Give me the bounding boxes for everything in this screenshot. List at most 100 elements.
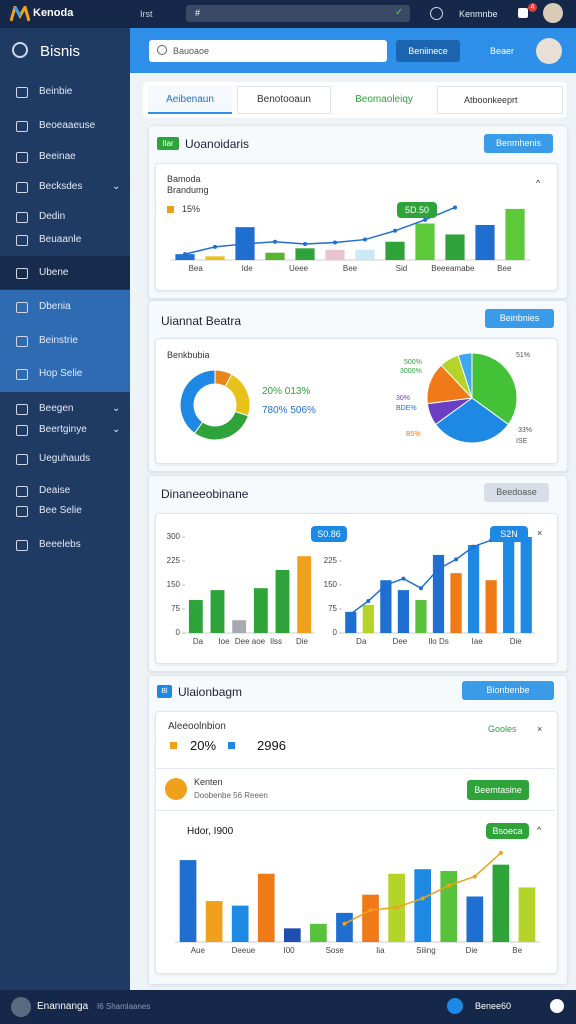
tab[interactable]: Benotooaun [237,86,331,114]
tab[interactable]: Aeibenaun [148,86,232,114]
panel-button[interactable]: Bionbenbe [462,681,554,700]
collapse-icon[interactable]: ^ [536,178,541,188]
avatar[interactable] [543,3,563,23]
sidebar-item[interactable]: Bee Selie [39,505,82,516]
collapse-icon[interactable]: ^ [537,825,542,835]
sidebar-icon [16,302,28,313]
top-search[interactable] [186,5,410,22]
line-point [471,544,476,549]
sidebar-highlight [0,256,130,289]
sidebar-item[interactable]: Becksdes [39,181,83,192]
sidebar-title: Bisnis [40,43,81,60]
bar [485,580,497,633]
sidebar-icon [16,121,28,132]
top-search-text: # [195,8,201,18]
x-tick-label: Iae [472,637,484,646]
close-icon[interactable]: × [537,528,543,538]
bar [325,249,345,260]
sidebar-item[interactable]: Beoeaaeuse [39,120,96,131]
chart-title: Bamoda Brandumg [167,174,209,195]
line-point [363,237,367,242]
line-point [436,567,441,571]
help-icon[interactable] [430,7,443,20]
sidebar-item[interactable]: Deaise [39,485,71,496]
sidebar-icon [16,235,28,246]
pie-label: 51% [516,352,531,359]
sidebar-icon [16,182,28,193]
bar [275,569,290,633]
nav-link[interactable]: Irst [140,9,153,19]
panel-button[interactable]: Beedoase [484,483,549,502]
header-search[interactable] [149,40,387,62]
x-tick-label: Ilss [270,637,282,646]
bar [257,873,275,942]
sidebar-icon [16,152,28,163]
notification-icon[interactable] [518,8,528,18]
sidebar-item[interactable]: Ueguhauds [39,453,91,464]
user-name[interactable]: Kenmnbe [459,9,498,19]
x-tick-label: Dee aoe [235,637,266,646]
line-point [303,241,307,246]
sidebar-item[interactable]: Beeelebs [39,539,81,550]
panel-button[interactable]: Beinbnies [485,309,554,328]
bar [380,580,392,633]
sidebar-item[interactable]: Beinbie [39,86,73,97]
line-point [348,611,353,616]
header-button[interactable]: Beniinece [396,40,460,62]
pie-slice [457,352,473,399]
bar [362,894,379,942]
chevron[interactable]: ⌄ [112,403,121,414]
sidebar-item[interactable]: Dbenia [39,301,71,312]
stat-value: 20% [190,738,217,753]
line-point [366,599,371,603]
close-icon[interactable]: × [537,724,543,734]
header-avatar[interactable] [536,38,562,64]
footer-avatar-small[interactable] [550,999,564,1013]
pie-label: B5% [406,431,421,438]
divider [156,768,555,769]
chart: 0 75 150 225 300 Da Ioe Dee aoe Ilss Die [167,532,315,646]
panel-button[interactable]: Benmhenis [484,134,553,153]
x-tick-label: Bea [189,264,204,273]
chart: Bea Ide Ueee Bee Sid Beeeamabe Bee [170,205,530,273]
x-tick-label: Be [512,946,522,955]
header-link[interactable]: Beaer [490,46,515,56]
sidebar-item[interactable]: Beeinae [39,151,76,162]
bar [231,905,249,942]
y-tick-label: 225 [167,556,181,565]
panel-title: Uoanoidaris [185,137,250,151]
sidebar-item[interactable]: Beuaanle [39,234,82,245]
bar [232,620,247,633]
line-point [243,241,247,246]
sidebar-item[interactable]: Dedin [39,211,66,222]
line-point [273,239,277,244]
sidebar-item[interactable]: Beertginye [39,424,87,435]
sidebar-item[interactable]: Beegen [39,403,74,414]
x-tick-label: Bee [343,264,358,273]
bar [415,600,427,633]
stat-swatch [170,742,177,749]
chevron[interactable]: ⌄ [112,181,121,192]
bar [179,860,197,942]
sidebar-item[interactable]: Hop Selie [39,368,83,379]
bar [175,254,195,260]
sidebar-item[interactable]: Ubene [39,267,69,278]
sidebar-item[interactable]: Beinstrie [39,335,78,346]
row-button[interactable]: Beemtasine [467,780,529,800]
bar [205,256,225,260]
sidebar-icon [16,540,28,551]
line-point [394,905,399,910]
chart-callout: Bsoeca [486,823,529,839]
panel-badge: Bl [157,685,172,698]
chevron[interactable]: ⌄ [112,424,121,435]
chart-callout: S2N [490,526,528,542]
sidebar-icon [16,369,28,380]
tab[interactable]: Beomaoleiqy [355,94,413,105]
status: Gooles [488,724,517,734]
x-tick-label: Ilo Ds [428,637,448,646]
tab[interactable]: Atboonkeeprt [437,86,563,114]
sidebar-icon [16,506,28,517]
x-tick-label: Da [193,637,204,646]
footer-icon[interactable] [447,998,463,1014]
stat-value: 2996 [257,738,286,753]
